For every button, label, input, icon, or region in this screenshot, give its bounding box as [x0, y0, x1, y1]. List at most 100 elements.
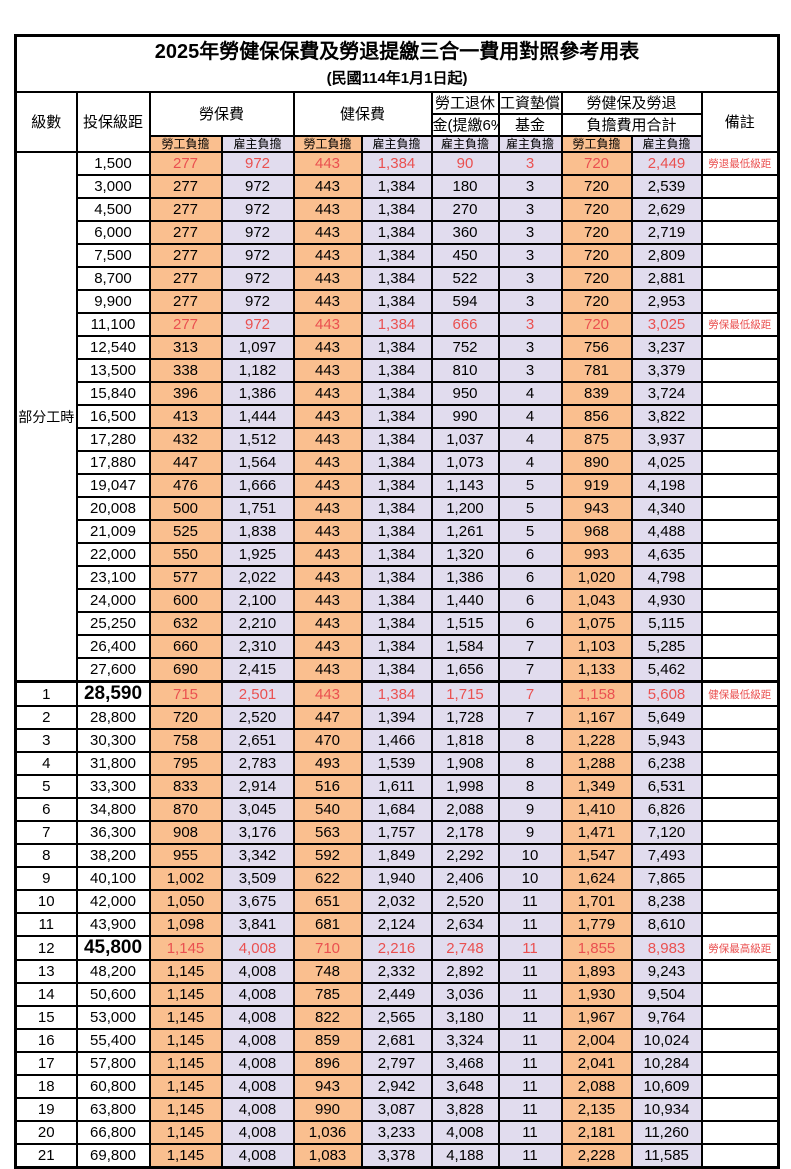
bracket-cell: 26,400 — [75, 634, 151, 659]
bracket-cell: 7,500 — [75, 243, 151, 268]
remark-cell — [700, 335, 780, 360]
value-cell: 592 — [292, 843, 363, 868]
header-pension-line1: 勞工退休 — [430, 91, 500, 115]
value-cell: 8,610 — [630, 912, 703, 937]
value-cell: 2,783 — [220, 751, 295, 776]
value-cell: 7 — [497, 680, 563, 707]
value-cell: 2,629 — [630, 197, 703, 222]
bracket-cell: 8,700 — [75, 266, 151, 291]
value-cell: 720 — [148, 705, 223, 730]
level-cell: 14 — [14, 982, 78, 1007]
subheader-labor-employer: 雇主負擔 — [220, 135, 295, 153]
table-row: 19 63,800 1,145 4,008 990 3,087 3,828 11 2,135 10… — [14, 1097, 780, 1122]
value-cell: 1,083 — [292, 1143, 363, 1169]
value-cell: 11 — [497, 1005, 563, 1030]
remark-cell — [700, 565, 780, 590]
value-cell: 11 — [497, 912, 563, 937]
value-cell: 972 — [220, 151, 295, 176]
page-title: 2025年勞健保保費及勞退提繳三合一費用對照參考用表 — [154, 41, 640, 63]
remark-cell — [700, 197, 780, 222]
value-cell: 4,635 — [630, 542, 703, 567]
value-cell: 720 — [560, 243, 633, 268]
value-cell: 11 — [497, 1097, 563, 1122]
value-cell: 2,041 — [560, 1051, 633, 1076]
table-row: 13,500 338 1,182 443 1,384 810 3 781 3,379 — [16, 358, 780, 383]
value-cell: 1,410 — [560, 797, 633, 822]
value-cell: 7 — [497, 705, 563, 730]
header-total-line1: 勞健保及勞退 — [560, 91, 703, 115]
value-cell: 2,520 — [430, 889, 500, 914]
value-cell: 3,822 — [630, 404, 703, 429]
remark-cell — [700, 728, 780, 753]
value-cell: 277 — [148, 243, 223, 268]
value-cell: 2,681 — [360, 1028, 433, 1053]
value-cell: 3,841 — [220, 912, 295, 937]
value-cell: 859 — [292, 1028, 363, 1053]
value-cell: 11 — [497, 1143, 563, 1169]
table-row: 11 43,900 1,098 3,841 681 2,124 2,634 11 1,779 8,… — [14, 912, 780, 937]
bracket-cell: 57,800 — [75, 1051, 151, 1076]
table-title-block: 2025年勞健保保費及勞退提繳三合一費用對照參考用表 (民國114年1月1日起) — [14, 34, 780, 93]
value-cell: 2,634 — [430, 912, 500, 937]
value-cell: 180 — [430, 174, 500, 199]
value-cell: 1,471 — [560, 820, 633, 845]
value-cell: 90 — [430, 151, 500, 176]
value-cell: 632 — [148, 611, 223, 636]
value-cell: 1,930 — [560, 982, 633, 1007]
remark-cell — [700, 450, 780, 475]
value-cell: 890 — [560, 450, 633, 475]
value-cell: 720 — [560, 197, 633, 222]
value-cell: 443 — [292, 588, 363, 613]
value-cell: 1,779 — [560, 912, 633, 937]
value-cell: 1,145 — [148, 1120, 223, 1145]
value-cell: 2,135 — [560, 1097, 633, 1122]
value-cell: 470 — [292, 728, 363, 753]
value-cell: 540 — [292, 797, 363, 822]
value-cell: 3,468 — [430, 1051, 500, 1076]
value-cell: 5 — [497, 496, 563, 521]
value-cell: 443 — [292, 680, 363, 707]
value-cell: 1,145 — [148, 1005, 223, 1030]
value-cell: 856 — [560, 404, 633, 429]
value-cell: 4 — [497, 427, 563, 452]
value-cell: 1,715 — [430, 680, 500, 707]
bracket-cell: 15,840 — [75, 381, 151, 406]
value-cell: 9,764 — [630, 1005, 703, 1030]
subheader-health-employee: 勞工負擔 — [292, 135, 363, 153]
value-cell: 443 — [292, 335, 363, 360]
value-cell: 2,719 — [630, 220, 703, 245]
value-cell: 443 — [292, 450, 363, 475]
value-cell: 3 — [497, 220, 563, 245]
value-cell: 1,838 — [220, 519, 295, 544]
value-cell: 4,008 — [220, 959, 295, 984]
table-row: 4 31,800 795 2,783 493 1,539 1,908 8 1,288 6,238 — [14, 751, 780, 776]
bracket-cell: 36,300 — [75, 820, 151, 845]
value-cell: 443 — [292, 565, 363, 590]
remark-cell — [700, 797, 780, 822]
value-cell: 10 — [497, 866, 563, 891]
remark-cell — [700, 473, 780, 498]
value-cell: 3,324 — [430, 1028, 500, 1053]
value-cell: 666 — [430, 312, 500, 337]
value-cell: 1,967 — [560, 1005, 633, 1030]
value-cell: 1,666 — [220, 473, 295, 498]
value-cell: 720 — [560, 312, 633, 337]
value-cell: 3,233 — [360, 1120, 433, 1145]
table-row: 5 33,300 833 2,914 516 1,611 1,998 8 1,349 6,531 — [14, 774, 780, 799]
value-cell: 6 — [497, 542, 563, 567]
remark-cell — [700, 542, 780, 567]
value-cell: 11 — [497, 959, 563, 984]
value-cell: 943 — [560, 496, 633, 521]
bracket-cell: 43,900 — [75, 912, 151, 937]
value-cell: 1,547 — [560, 843, 633, 868]
table-row: 20 66,800 1,145 4,008 1,036 3,233 4,008 11 2,181… — [14, 1120, 780, 1145]
value-cell: 870 — [148, 797, 223, 822]
value-cell: 875 — [560, 427, 633, 452]
value-cell: 4,008 — [220, 1074, 295, 1099]
value-cell: 1,384 — [360, 588, 433, 613]
page: 2025年勞健保保費及勞退提繳三合一費用對照參考用表 (民國114年1月1日起)… — [14, 34, 781, 1169]
value-cell: 6 — [497, 588, 563, 613]
value-cell: 2,914 — [220, 774, 295, 799]
value-cell: 3 — [497, 243, 563, 268]
value-cell: 443 — [292, 542, 363, 567]
